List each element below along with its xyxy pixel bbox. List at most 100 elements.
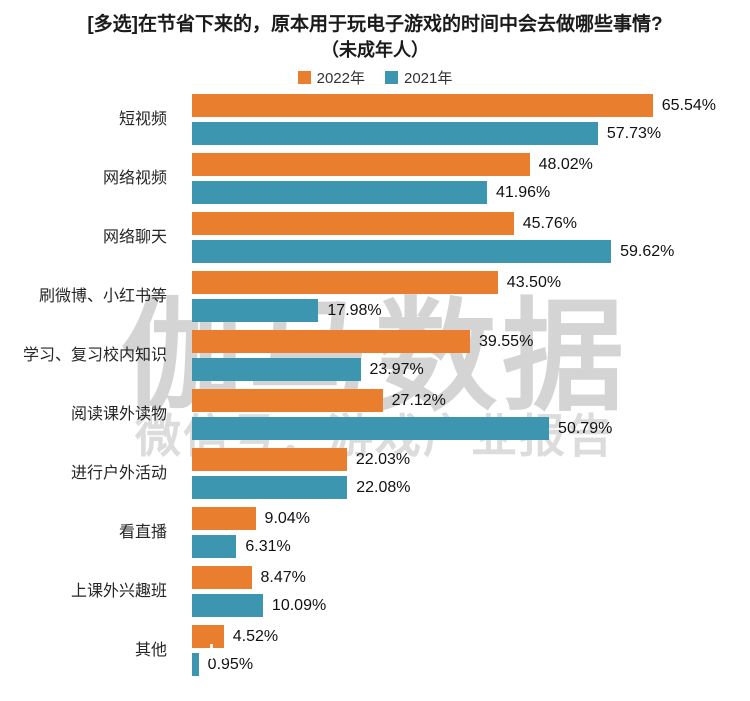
- category-label: 上课外兴趣班: [70, 582, 167, 600]
- chart-row: 短视频 65.54% 57.73%: [0, 94, 750, 145]
- bar-2021年: [192, 594, 263, 617]
- bar-line: 27.12%: [192, 389, 750, 412]
- bar-group: 9.04% 6.31%: [192, 507, 750, 558]
- bar-group: 4.52% 0.95%: [192, 625, 750, 676]
- category-label: 看直播: [118, 523, 167, 541]
- bar-group: 22.03% 22.08%: [192, 448, 750, 499]
- bar-2022年: [192, 271, 498, 294]
- chart-subtitle: （未成年人）: [321, 40, 429, 60]
- bar-2022年: [192, 625, 224, 648]
- bar-line: 43.50%: [192, 271, 750, 294]
- bar-2021年: [192, 417, 550, 440]
- bar-2021年: [192, 299, 319, 322]
- category-label: 刷微博、小红书等: [38, 287, 167, 305]
- bar-group: 39.55% 23.97%: [192, 330, 750, 381]
- value-label: 45.76%: [522, 214, 577, 232]
- bar-line: 50.79%: [192, 417, 750, 440]
- bar-2021年: [192, 122, 598, 145]
- value-label: 65.54%: [661, 96, 716, 114]
- bar-2021年: [192, 535, 237, 558]
- value-label: 48.02%: [538, 155, 593, 173]
- bar-group: 45.76% 59.62%: [192, 212, 750, 263]
- legend-label-2021: 2021年: [404, 69, 453, 87]
- chart-row: 进行户外活动 22.03% 22.08%: [0, 448, 750, 499]
- bar-line: 48.02%: [192, 153, 750, 176]
- chart-row: 其他 4.52% 0.95%: [0, 625, 750, 676]
- category-label: 网络视频: [102, 169, 167, 187]
- bar-2021年: [192, 181, 487, 204]
- bar-2022年: [192, 153, 530, 176]
- bar-2021年: [192, 240, 612, 263]
- chart-title: [多选]在节省下来的，原本用于玩电子游戏的时间中会去做哪些事情?: [87, 14, 663, 35]
- value-label: 22.08%: [356, 478, 411, 496]
- value-label: 59.62%: [620, 242, 675, 260]
- value-label: 17.98%: [327, 301, 382, 319]
- bar-2022年: [192, 507, 256, 530]
- value-label: 8.47%: [260, 568, 306, 586]
- legend-swatch-2021: [385, 70, 398, 84]
- bar-line: 6.31%: [192, 535, 750, 558]
- legend: 2022年 2021年: [0, 67, 750, 87]
- bar-2022年: [192, 448, 347, 471]
- bar-group: 65.54% 57.73%: [192, 94, 750, 145]
- category-label: 进行户外活动: [70, 464, 167, 482]
- chart-row: 上课外兴趣班 8.47% 10.09%: [0, 566, 750, 617]
- bar-group: 48.02% 41.96%: [192, 153, 750, 204]
- value-label: 0.95%: [207, 655, 254, 673]
- category-label: 其他: [134, 641, 167, 659]
- value-label: 10.09%: [271, 596, 327, 614]
- value-label: 50.79%: [558, 419, 613, 437]
- bar-2022年: [192, 330, 471, 353]
- category-label: 短视频: [118, 110, 167, 128]
- value-label: 4.52%: [232, 627, 279, 645]
- chart-row: 学习、复习校内知识 39.55% 23.97%: [0, 330, 750, 381]
- bar-line: 10.09%: [192, 594, 750, 617]
- bar-line: 41.96%: [192, 181, 750, 204]
- value-label: 23.97%: [369, 360, 424, 378]
- bar-line: 8.47%: [192, 566, 750, 589]
- bar-group: 8.47% 10.09%: [192, 566, 750, 617]
- bar-2022年: [192, 389, 383, 412]
- legend-label-2022: 2022年: [316, 69, 365, 87]
- bar-line: 17.98%: [192, 299, 750, 322]
- value-label: 22.03%: [355, 450, 411, 468]
- value-label: 27.12%: [391, 391, 446, 409]
- bar-2022年: [192, 212, 514, 235]
- bar-2022年: [192, 94, 653, 117]
- bar-line: 57.73%: [192, 122, 750, 145]
- category-label: 学习、复习校内知识: [22, 346, 167, 364]
- legend-swatch-2022: [297, 70, 311, 84]
- legend-item-2021: 2021年: [385, 67, 452, 88]
- bar-2021年: [192, 653, 199, 676]
- bar-line: 22.03%: [192, 448, 750, 471]
- category-label: 阅读课外读物: [70, 405, 167, 423]
- chart-row: 看直播 9.04% 6.31%: [0, 507, 750, 558]
- value-label: 6.31%: [245, 537, 291, 555]
- value-label: 41.96%: [495, 183, 551, 201]
- bar-line: 22.08%: [192, 476, 750, 499]
- chart-row: 网络视频 48.02% 41.96%: [0, 153, 750, 204]
- bar-line: 65.54%: [192, 94, 750, 117]
- bar-line: 59.62%: [192, 240, 750, 263]
- value-label: 43.50%: [506, 273, 562, 291]
- value-label: 9.04%: [264, 509, 310, 527]
- bar-2022年: [192, 566, 252, 589]
- bar-group: 27.12% 50.79%: [192, 389, 750, 440]
- bar-2021年: [192, 476, 348, 499]
- chart-row: 刷微博、小红书等 43.50% 17.98%: [0, 271, 750, 322]
- bar-line: 9.04%: [192, 507, 750, 530]
- bar-line: 0.95%: [192, 653, 750, 676]
- bar-group: 43.50% 17.98%: [192, 271, 750, 322]
- legend-item-2022: 2022年: [297, 67, 365, 88]
- chart-row: 阅读课外读物 27.12% 50.79%: [0, 389, 750, 440]
- bar-line: 45.76%: [192, 212, 750, 235]
- value-label: 39.55%: [479, 332, 534, 350]
- watermark-fragment: da: [202, 642, 226, 664]
- bar-line: 39.55%: [192, 330, 750, 353]
- bar-line: 23.97%: [192, 358, 750, 381]
- value-label: 57.73%: [606, 124, 662, 142]
- chart-row: 网络聊天 45.76% 59.62%: [0, 212, 750, 263]
- bar-line: 4.52%: [192, 625, 750, 648]
- bar-chart-plot-area: 短视频 65.54% 57.73% 网络视频 48.02% 41.96% 网络聊天 45.76…: [0, 94, 750, 676]
- bar-2021年: [192, 358, 361, 381]
